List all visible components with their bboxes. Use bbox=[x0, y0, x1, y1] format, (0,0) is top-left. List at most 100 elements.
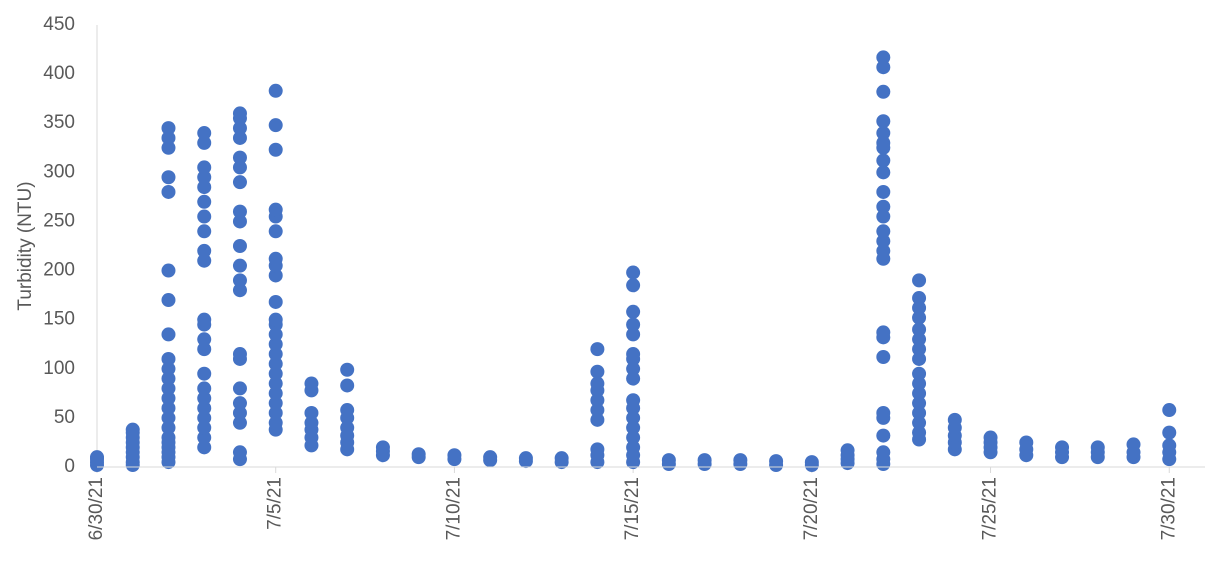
point bbox=[912, 332, 927, 347]
point bbox=[947, 412, 962, 427]
point bbox=[876, 325, 891, 340]
point bbox=[197, 366, 212, 381]
y-tick-label: 150 bbox=[43, 309, 75, 330]
point bbox=[268, 376, 283, 391]
point bbox=[232, 121, 247, 136]
point bbox=[197, 410, 212, 425]
point bbox=[912, 405, 927, 420]
point bbox=[375, 440, 390, 455]
point bbox=[661, 453, 676, 468]
point bbox=[626, 430, 641, 445]
point bbox=[232, 445, 247, 460]
point bbox=[590, 364, 605, 379]
point bbox=[1055, 440, 1070, 455]
point bbox=[912, 273, 927, 288]
point bbox=[590, 342, 605, 357]
point bbox=[197, 401, 212, 416]
point bbox=[268, 268, 283, 283]
point bbox=[161, 130, 176, 145]
point bbox=[340, 403, 355, 418]
point bbox=[626, 420, 641, 435]
point bbox=[876, 126, 891, 141]
point bbox=[232, 175, 247, 190]
point bbox=[268, 386, 283, 401]
point bbox=[232, 273, 247, 288]
point bbox=[626, 265, 641, 280]
point bbox=[876, 224, 891, 239]
point bbox=[1162, 438, 1177, 453]
point bbox=[876, 445, 891, 460]
point bbox=[912, 386, 927, 401]
point bbox=[232, 258, 247, 273]
x-tick-label: 7/10/21 bbox=[443, 477, 464, 540]
point bbox=[197, 126, 212, 141]
point bbox=[161, 361, 176, 376]
x-tick-label: 7/5/21 bbox=[265, 477, 286, 530]
point bbox=[268, 294, 283, 309]
point bbox=[447, 448, 462, 463]
y-tick-label: 0 bbox=[64, 456, 75, 477]
point bbox=[1019, 435, 1034, 450]
point bbox=[697, 453, 712, 468]
point bbox=[197, 332, 212, 347]
point bbox=[232, 239, 247, 253]
point bbox=[411, 447, 426, 462]
point bbox=[268, 347, 283, 362]
point bbox=[232, 106, 247, 121]
point bbox=[590, 412, 605, 427]
point bbox=[876, 84, 891, 99]
point bbox=[161, 381, 176, 396]
point bbox=[840, 443, 855, 458]
point bbox=[197, 430, 212, 445]
point bbox=[876, 243, 891, 258]
point bbox=[590, 442, 605, 457]
point bbox=[197, 253, 212, 268]
point bbox=[626, 347, 641, 362]
point bbox=[268, 312, 283, 327]
point bbox=[518, 451, 533, 466]
point bbox=[876, 114, 891, 129]
point bbox=[268, 405, 283, 420]
point bbox=[161, 293, 176, 308]
point bbox=[197, 440, 212, 455]
point bbox=[161, 327, 176, 342]
point bbox=[197, 381, 212, 396]
point bbox=[876, 135, 891, 150]
point bbox=[232, 381, 247, 396]
point bbox=[232, 415, 247, 430]
point bbox=[769, 454, 784, 469]
y-tick-label: 300 bbox=[43, 161, 75, 182]
point bbox=[268, 83, 283, 98]
y-tick-label: 250 bbox=[43, 210, 75, 231]
point bbox=[912, 291, 927, 306]
point bbox=[232, 204, 247, 219]
point bbox=[268, 224, 283, 239]
point bbox=[1162, 425, 1177, 440]
point bbox=[232, 150, 247, 165]
point bbox=[90, 450, 104, 465]
x-tick-label: 7/25/21 bbox=[980, 477, 1001, 540]
point bbox=[912, 376, 927, 391]
point bbox=[876, 184, 891, 199]
point bbox=[161, 121, 176, 136]
point bbox=[232, 396, 247, 411]
point bbox=[876, 405, 891, 420]
point bbox=[912, 351, 927, 366]
point bbox=[626, 361, 641, 376]
point bbox=[804, 455, 819, 470]
point bbox=[1090, 440, 1105, 455]
point bbox=[197, 243, 212, 258]
y-tick-label: 100 bbox=[43, 358, 75, 379]
y-tick-label: 400 bbox=[43, 63, 75, 84]
point bbox=[161, 371, 176, 386]
point bbox=[197, 391, 212, 406]
point bbox=[268, 337, 283, 352]
point bbox=[876, 349, 891, 364]
point bbox=[161, 140, 176, 155]
point bbox=[876, 199, 891, 214]
point bbox=[268, 202, 283, 217]
point bbox=[876, 60, 891, 75]
point bbox=[161, 170, 176, 185]
point bbox=[912, 300, 927, 315]
